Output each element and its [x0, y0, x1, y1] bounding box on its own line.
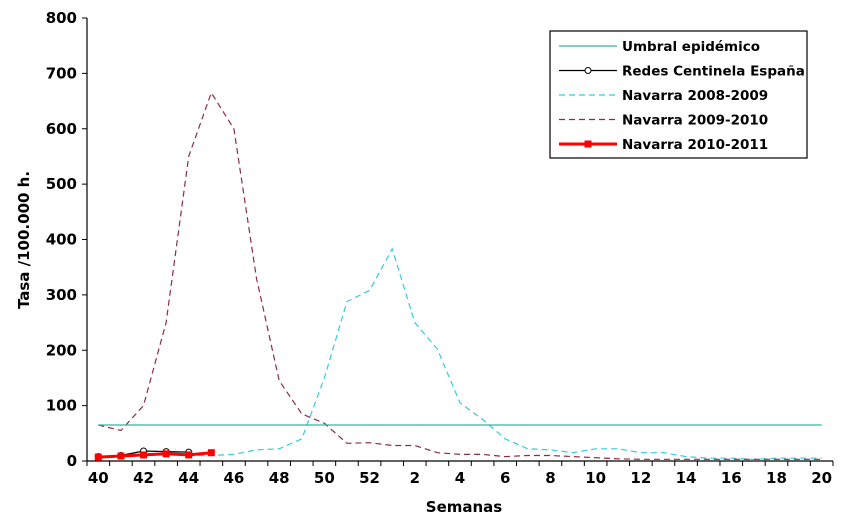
series-navarra-2010-2011: [94, 449, 215, 461]
x-tick-label: 16: [721, 469, 742, 487]
x-tick-label: 4: [455, 469, 465, 487]
legend: Umbral epidémico Redes Centinela España Na…: [549, 30, 808, 159]
x-tick-label: 18: [766, 469, 787, 487]
legend-item: Navarra 2010-2011: [559, 137, 768, 153]
data-point: [207, 449, 215, 457]
legend-label: Navarra 2010-2011: [622, 137, 768, 153]
y-tick-label: 400: [46, 231, 77, 249]
x-tick-label: 52: [359, 469, 380, 487]
y-tick-label: 700: [46, 64, 77, 82]
y-tick-label: 800: [46, 9, 77, 27]
legend-label: Redes Centinela España: [622, 64, 805, 80]
x-tick-label: 14: [676, 469, 697, 487]
x-tick-label: 10: [585, 469, 606, 487]
legend-item: Redes Centinela España: [559, 64, 805, 80]
data-point: [117, 452, 125, 460]
data-point: [94, 453, 102, 461]
y-tick-label: 500: [46, 175, 77, 193]
x-tick-label: 6: [500, 469, 510, 487]
y-tick-labels: 0 100 200 300 400 500 600 700 800: [46, 9, 77, 470]
series-line: [98, 451, 212, 459]
data-point: [162, 450, 170, 458]
y-axis-title: Tasa /100.000 h.: [15, 171, 33, 309]
axes: [82, 17, 834, 466]
legend-marker: [584, 140, 592, 148]
series-layer: [94, 91, 822, 461]
x-tick-label: 44: [178, 469, 199, 487]
y-tick-label: 0: [67, 452, 77, 470]
legend-marker: [584, 67, 592, 74]
x-tick-label: 50: [314, 469, 335, 487]
data-point: [185, 451, 193, 459]
y-tick-label: 300: [46, 286, 77, 304]
legend-label: Navarra 2008-2009: [622, 88, 768, 104]
series-line: [98, 91, 822, 460]
series-line: [98, 247, 822, 460]
legend-label: Navarra 2009-2010: [622, 113, 768, 129]
y-tick-label: 200: [46, 341, 77, 359]
x-tick-label: 42: [133, 469, 154, 487]
x-axis-title: Semanas: [426, 498, 503, 516]
x-tick-label: 46: [224, 469, 245, 487]
data-point: [140, 451, 148, 459]
series-navarra-2008-2009: [98, 247, 822, 460]
legend-item: Navarra 2008-2009: [559, 88, 768, 104]
x-tick-label: 48: [269, 469, 290, 487]
series-navarra-2009-2010: [98, 91, 822, 460]
legend-item: Umbral epidémico: [559, 39, 760, 55]
x-tick-labels: 40 42 44 46 48 50 52 2 4 6 8 10 12 14 16 18 20: [88, 469, 832, 487]
x-tick-label: 2: [410, 469, 420, 487]
x-tick-label: 40: [88, 469, 109, 487]
legend-label: Umbral epidémico: [622, 39, 760, 55]
y-tick-label: 600: [46, 120, 77, 138]
x-tick-label: 20: [811, 469, 832, 487]
x-tick-label: 12: [630, 469, 651, 487]
legend-item: Navarra 2009-2010: [559, 113, 768, 129]
y-tick-label: 100: [46, 397, 77, 415]
x-tick-label: 8: [545, 469, 555, 487]
